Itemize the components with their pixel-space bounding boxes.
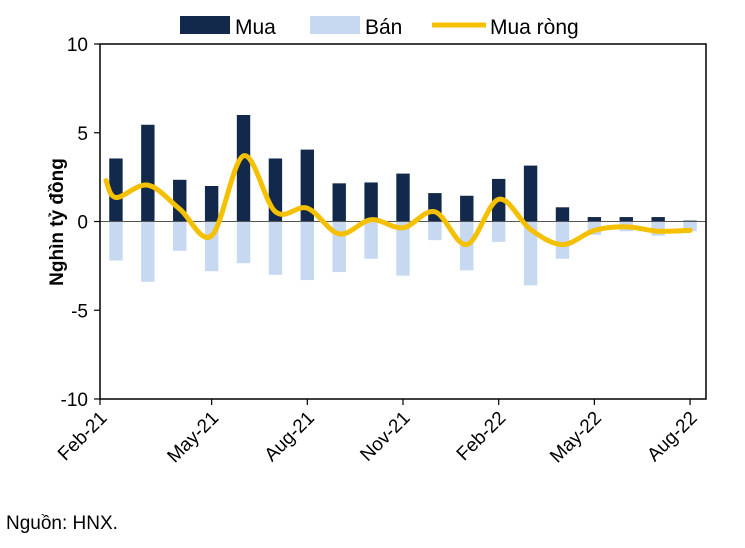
x-tick-label: Feb-21	[54, 408, 111, 465]
legend-label-mua: Mua	[235, 16, 276, 39]
bar-ban	[141, 221, 155, 282]
bar-mua	[364, 182, 378, 222]
source-note: Nguồn: HNX.	[6, 513, 118, 534]
bar-mua	[204, 186, 219, 222]
x-tick-label: Aug-21	[261, 408, 319, 466]
bar-mua	[523, 165, 538, 222]
y-tick-label: -5	[71, 301, 88, 322]
bar-mua	[460, 195, 474, 222]
bar-mua	[141, 124, 155, 222]
bar-mua	[555, 207, 570, 222]
bar-mua	[332, 183, 346, 222]
bar-ban	[523, 221, 538, 286]
bar-ban	[396, 221, 410, 276]
bar-ban	[300, 221, 315, 281]
plot-frame	[99, 43, 707, 400]
bar-ban	[236, 221, 251, 264]
bar-ban	[173, 221, 187, 251]
bar-mua	[236, 115, 251, 222]
y-tick-label: -10	[61, 390, 88, 411]
bar-ban	[555, 221, 570, 259]
bar-mua	[396, 173, 410, 222]
bar-ban	[428, 221, 442, 241]
x-tick-label: Feb-22	[453, 408, 510, 465]
bar-mua	[300, 149, 315, 222]
legend-label-mua-rong: Mua ròng	[490, 16, 579, 39]
legend-label-ban: Bán	[365, 16, 402, 39]
line-mua-rong	[103, 153, 693, 248]
legend-swatch-mua	[180, 16, 230, 34]
legend-swatch-ban	[310, 16, 360, 34]
bar-mua	[619, 217, 633, 222]
bar-ban	[364, 221, 378, 259]
x-tick-label: May-21	[164, 408, 224, 468]
y-tick-label: 10	[67, 35, 88, 56]
y-tick-label: 5	[77, 124, 88, 145]
bar-ban	[683, 221, 697, 232]
bar-ban	[491, 221, 506, 242]
bar-ban	[109, 221, 123, 261]
bar-mua	[587, 217, 602, 222]
legend: Mua Bán Mua ròng	[180, 16, 579, 39]
x-tick-label: Nov-21	[356, 408, 414, 466]
y-axis-title: Nghìn tỷ đồng	[47, 158, 68, 286]
bar-mua	[109, 158, 123, 222]
bar-ban	[268, 221, 283, 275]
bar-mua	[651, 217, 665, 222]
x-tick-label: May-22	[546, 408, 606, 468]
x-tick-label: Aug-22	[643, 408, 701, 466]
y-tick-label: 0	[77, 213, 88, 234]
